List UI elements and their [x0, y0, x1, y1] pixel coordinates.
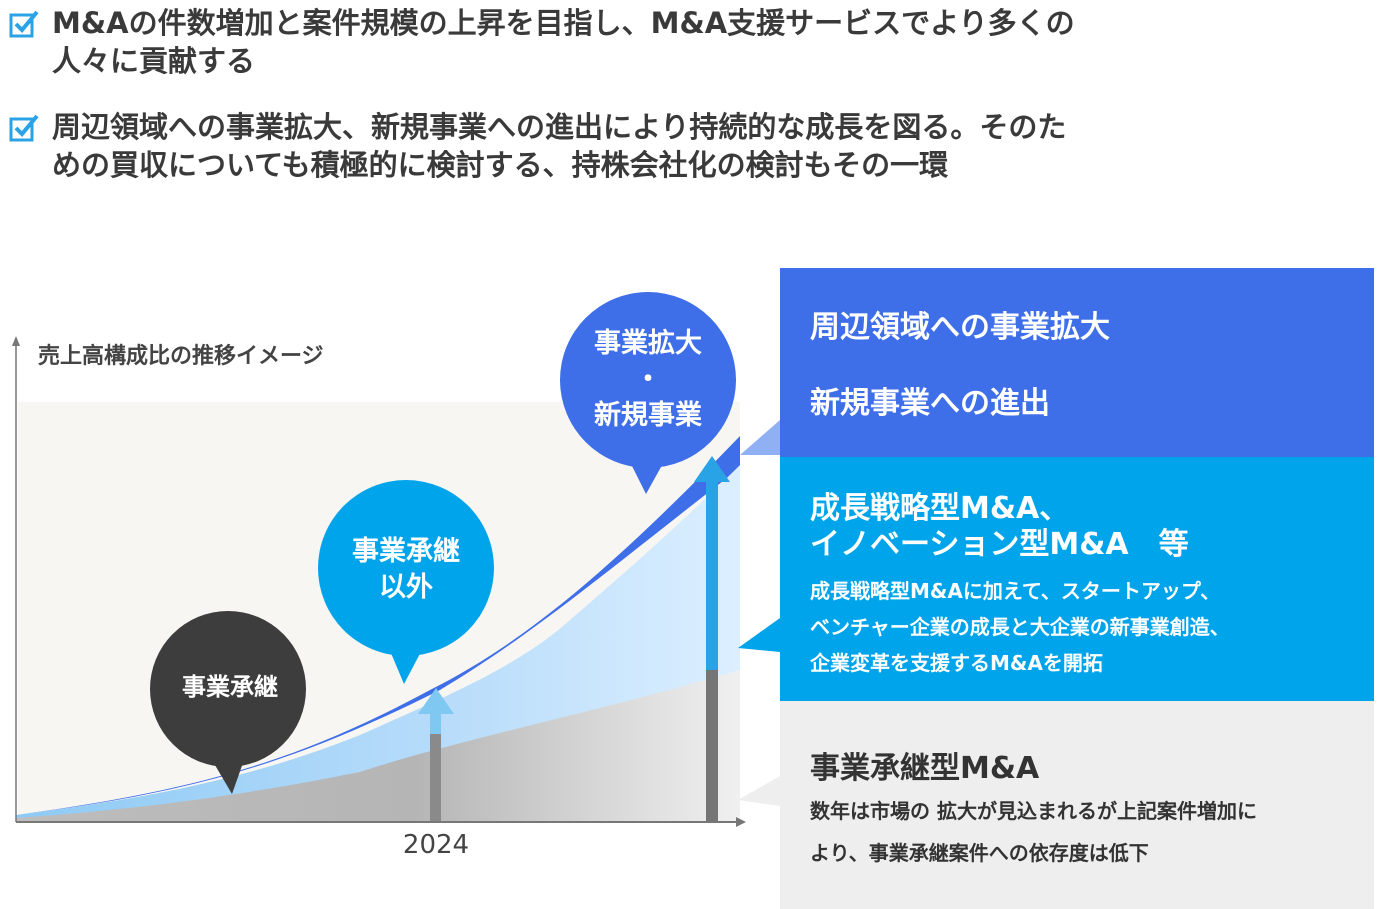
connector-expansion — [740, 420, 780, 455]
panel-succession-desc-1: 数年は市場の 拡大が見込まれるが上記案件増加に — [810, 799, 1257, 823]
panel-growth-heading-2: イノベーション型M&A 等 — [810, 527, 1189, 562]
bubble-succession-line-1: 事業承継 — [182, 673, 278, 701]
chart-title: 売上高構成比の推移イメージ — [38, 344, 324, 369]
chart-axes — [12, 336, 746, 827]
composition-chart — [12, 292, 780, 827]
bubble-expansion-line-2: ・ — [634, 364, 662, 395]
bubble-succession — [150, 611, 306, 794]
panel-growth-heading-1: 成長戦略型M&A、 — [810, 491, 1070, 526]
bullet-2-line-2: めの買収についても積極的に検討する、持株会社化の検討もその一環 — [52, 148, 949, 182]
bubble-expansion-line-1: 事業拡大 — [594, 328, 702, 359]
bullet-2-line-1: 周辺領域への事業拡大、新規事業への進出により持続的な成長を図る。そのた — [52, 110, 1067, 144]
panel-expansion-line-1: 周辺領域への事業拡大 — [810, 310, 1110, 345]
bullet-1-text: M&Aの件数増加と案件規模の上昇を目指し、M&A支援サービスでより多くの 人々に… — [52, 4, 1075, 80]
panel-expansion-line-2: 新規事業への進出 — [810, 386, 1050, 421]
bubble-expansion-line-3: 新規事業 — [594, 400, 702, 431]
panel-growth: 成長戦略型M&A、 イノベーション型M&A 等 成長戦略型M&Aに加えて、スター… — [780, 457, 1374, 701]
bullet-1-line-1: M&Aの件数増加と案件規模の上昇を目指し、M&A支援サービスでより多くの — [52, 6, 1075, 40]
bullet-1: M&Aの件数増加と案件規模の上昇を目指し、M&A支援サービスでより多くの 人々に… — [8, 4, 1348, 84]
connector-growth — [738, 618, 780, 652]
panel-growth-desc-2: ベンチャー企業の成長と大企業の新事業創造、 — [810, 615, 1230, 639]
arrow-future — [694, 456, 730, 822]
panel-succession: 事業承継型M&A 数年は市場の 拡大が見込まれるが上記案件増加に より、事業承継… — [780, 701, 1374, 909]
panel-succession-heading: 事業承継型M&A — [810, 751, 1040, 786]
arrow-2024 — [418, 688, 454, 822]
panel-succession-desc-2: より、事業承継案件への依存度は低下 — [810, 841, 1149, 865]
bubble-other — [318, 480, 494, 684]
connector-succession — [738, 776, 780, 806]
checkbox-checked-icon — [9, 10, 39, 38]
panel-growth-desc-3: 企業変革を支援するM&Aを開拓 — [810, 651, 1103, 675]
bubble-succession-label: 事業承継 — [150, 672, 310, 702]
bubble-other-label: 事業承継 以外 — [318, 534, 494, 606]
bubble-expansion — [560, 292, 736, 494]
bubble-expansion-label: 事業拡大 ・ 新規事業 — [560, 326, 736, 434]
bubble-other-line-1: 事業承継 — [352, 536, 460, 567]
x-tick-label: 2024 — [402, 830, 470, 860]
panel-expansion: 周辺領域への事業拡大 新規事業への進出 — [780, 268, 1374, 457]
checkbox-checked-icon — [9, 114, 39, 142]
panel-growth-desc-1: 成長戦略型M&Aに加えて、スタートアップ、 — [810, 579, 1221, 603]
bullet-1-line-2: 人々に貢献する — [52, 44, 256, 78]
succession-area — [16, 670, 740, 822]
bullet-2-text: 周辺領域への事業拡大、新規事業への進出により持続的な成長を図る。そのた めの買収… — [52, 108, 1066, 184]
bubble-other-line-2: 以外 — [379, 572, 433, 603]
bullet-2: 周辺領域への事業拡大、新規事業への進出により持続的な成長を図る。そのた めの買収… — [8, 108, 1348, 188]
